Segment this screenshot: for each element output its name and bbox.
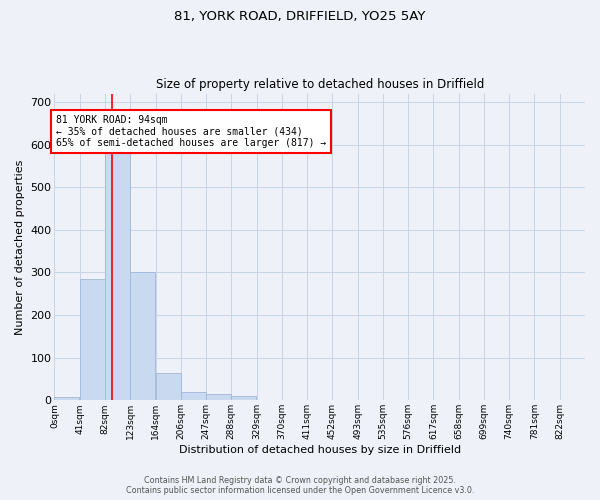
Y-axis label: Number of detached properties: Number of detached properties xyxy=(15,159,25,334)
Bar xyxy=(105,153,130,400)
Text: 81 YORK ROAD: 94sqm
← 35% of detached houses are smaller (434)
65% of semi-detac: 81 YORK ROAD: 94sqm ← 35% of detached ho… xyxy=(56,115,326,148)
Title: Size of property relative to detached houses in Driffield: Size of property relative to detached ho… xyxy=(155,78,484,91)
Text: 81, YORK ROAD, DRIFFIELD, YO25 5AY: 81, YORK ROAD, DRIFFIELD, YO25 5AY xyxy=(175,10,425,23)
Bar xyxy=(130,272,155,400)
Text: Contains HM Land Registry data © Crown copyright and database right 2025.
Contai: Contains HM Land Registry data © Crown c… xyxy=(126,476,474,495)
Bar xyxy=(206,394,231,400)
X-axis label: Distribution of detached houses by size in Driffield: Distribution of detached houses by size … xyxy=(179,445,461,455)
Bar xyxy=(232,396,256,400)
Bar xyxy=(155,372,181,400)
Bar xyxy=(55,397,79,400)
Bar xyxy=(181,392,206,400)
Bar xyxy=(80,279,105,400)
